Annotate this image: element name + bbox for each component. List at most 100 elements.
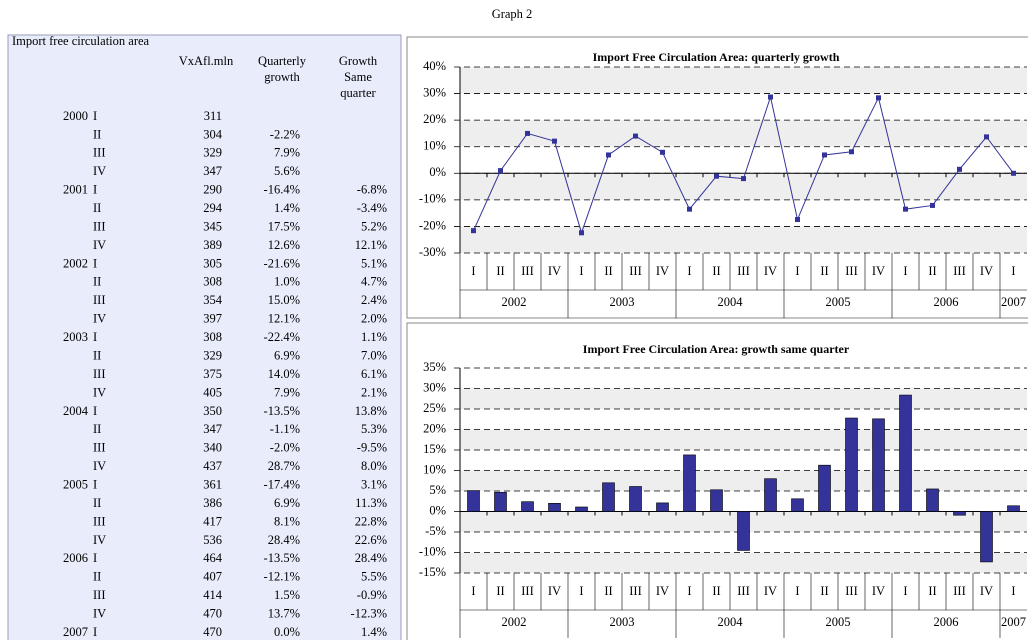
bar — [818, 464, 831, 512]
x-tick-label: I — [795, 264, 799, 278]
y-tick-label: 25% — [423, 401, 446, 415]
table-cell: 405 — [203, 385, 222, 399]
marker — [579, 230, 584, 236]
table-cell: 417 — [203, 514, 222, 528]
table-cell: 7.0% — [361, 348, 387, 362]
table-cell: -2.0% — [270, 441, 300, 455]
table-cell: 8.0% — [361, 459, 387, 473]
marker — [687, 206, 692, 212]
table-cell: 470 — [203, 606, 222, 620]
marker — [498, 168, 503, 174]
table-cell: 304 — [203, 127, 223, 141]
table-cell: I — [93, 404, 97, 418]
table-cell: 11.3% — [355, 496, 387, 510]
x-tick-label: II — [496, 264, 504, 278]
y-tick-label: 0% — [429, 503, 446, 517]
marker — [741, 176, 746, 182]
table-cell: I — [93, 625, 97, 639]
table-cell: 12.6% — [268, 238, 300, 252]
y-tick-label: 10% — [423, 139, 446, 153]
bar — [548, 502, 561, 512]
y-tick-label: -5% — [425, 524, 446, 538]
y-tick-label: -30% — [419, 245, 446, 259]
table-cell: 437 — [203, 459, 222, 473]
group-label: 2004 — [718, 615, 744, 629]
column-header: growth — [264, 70, 300, 84]
table-cell: 6.1% — [361, 367, 387, 381]
table-cell: 14.0% — [268, 367, 300, 381]
y-tick-label: -10% — [419, 192, 446, 206]
table-cell: IV — [93, 164, 106, 178]
table-cell: II — [93, 275, 101, 289]
table-cell: I — [93, 330, 97, 344]
plot-band — [460, 388, 1027, 409]
x-tick-label: III — [953, 584, 966, 598]
marker — [876, 95, 881, 101]
table-cell: -16.4% — [264, 183, 300, 197]
table-cell: 3.1% — [361, 477, 387, 491]
x-tick-label: IV — [980, 584, 993, 598]
table-cell: I — [93, 109, 97, 123]
table-cell: -13.5% — [264, 404, 300, 418]
table-cell: 2002 — [63, 256, 88, 270]
x-tick-label: II — [820, 584, 828, 598]
table-cell: -22.4% — [264, 330, 300, 344]
bar — [683, 454, 696, 512]
x-tick-label: IV — [980, 264, 993, 278]
bar — [872, 418, 885, 512]
group-label: 2004 — [718, 295, 744, 309]
table-cell: 2005 — [63, 477, 88, 491]
marker — [984, 134, 989, 140]
y-tick-label: 30% — [423, 85, 446, 99]
marker — [606, 152, 611, 158]
table-cell: 8.1% — [274, 514, 300, 528]
table-cell: IV — [93, 385, 106, 399]
table-cell: 5.3% — [361, 422, 387, 436]
group-label: 2005 — [826, 295, 851, 309]
plot-band — [460, 552, 1027, 573]
table-cell: 2001 — [63, 183, 88, 197]
x-tick-label: III — [737, 584, 750, 598]
table-cell: 361 — [203, 477, 222, 491]
table-cell: 7.9% — [274, 146, 300, 160]
table-cell: 290 — [203, 183, 222, 197]
table-cell: III — [93, 293, 106, 307]
table-cell: 7.9% — [274, 385, 300, 399]
table-cell: 15.0% — [268, 293, 300, 307]
marker — [552, 138, 557, 144]
table-cell: 2.1% — [361, 385, 387, 399]
marker — [525, 130, 530, 136]
table-cell: I — [93, 256, 97, 270]
table-cell: 329 — [203, 146, 222, 160]
marker — [930, 202, 935, 208]
table-cell: 1.1% — [361, 330, 387, 344]
x-tick-label: III — [629, 264, 642, 278]
bar — [467, 490, 480, 512]
x-tick-label: II — [820, 264, 828, 278]
column-header: Growth — [339, 54, 378, 68]
table-cell: IV — [93, 606, 106, 620]
table-cell: 12.1% — [355, 238, 387, 252]
table-cell: I — [93, 551, 97, 565]
table-cell: 350 — [203, 404, 222, 418]
chart-title: Import Free Circulation Area: quarterly … — [593, 50, 840, 64]
table-cell: 6.9% — [274, 496, 300, 510]
marker — [822, 152, 827, 158]
x-tick-label: I — [471, 584, 475, 598]
group-label: 2003 — [610, 295, 635, 309]
marker — [714, 173, 719, 179]
table-cell: III — [93, 367, 106, 381]
y-tick-label: 5% — [429, 483, 446, 497]
bar — [737, 511, 750, 551]
x-tick-label: II — [928, 264, 936, 278]
table-cell: 347 — [203, 164, 222, 178]
table-background — [7, 34, 402, 640]
x-tick-label: IV — [548, 584, 561, 598]
x-tick-label: I — [579, 264, 583, 278]
table-cell: -21.6% — [264, 256, 300, 270]
table-cell: 13.7% — [268, 606, 300, 620]
table-cell: 5.2% — [361, 219, 387, 233]
x-tick-label: III — [845, 264, 858, 278]
